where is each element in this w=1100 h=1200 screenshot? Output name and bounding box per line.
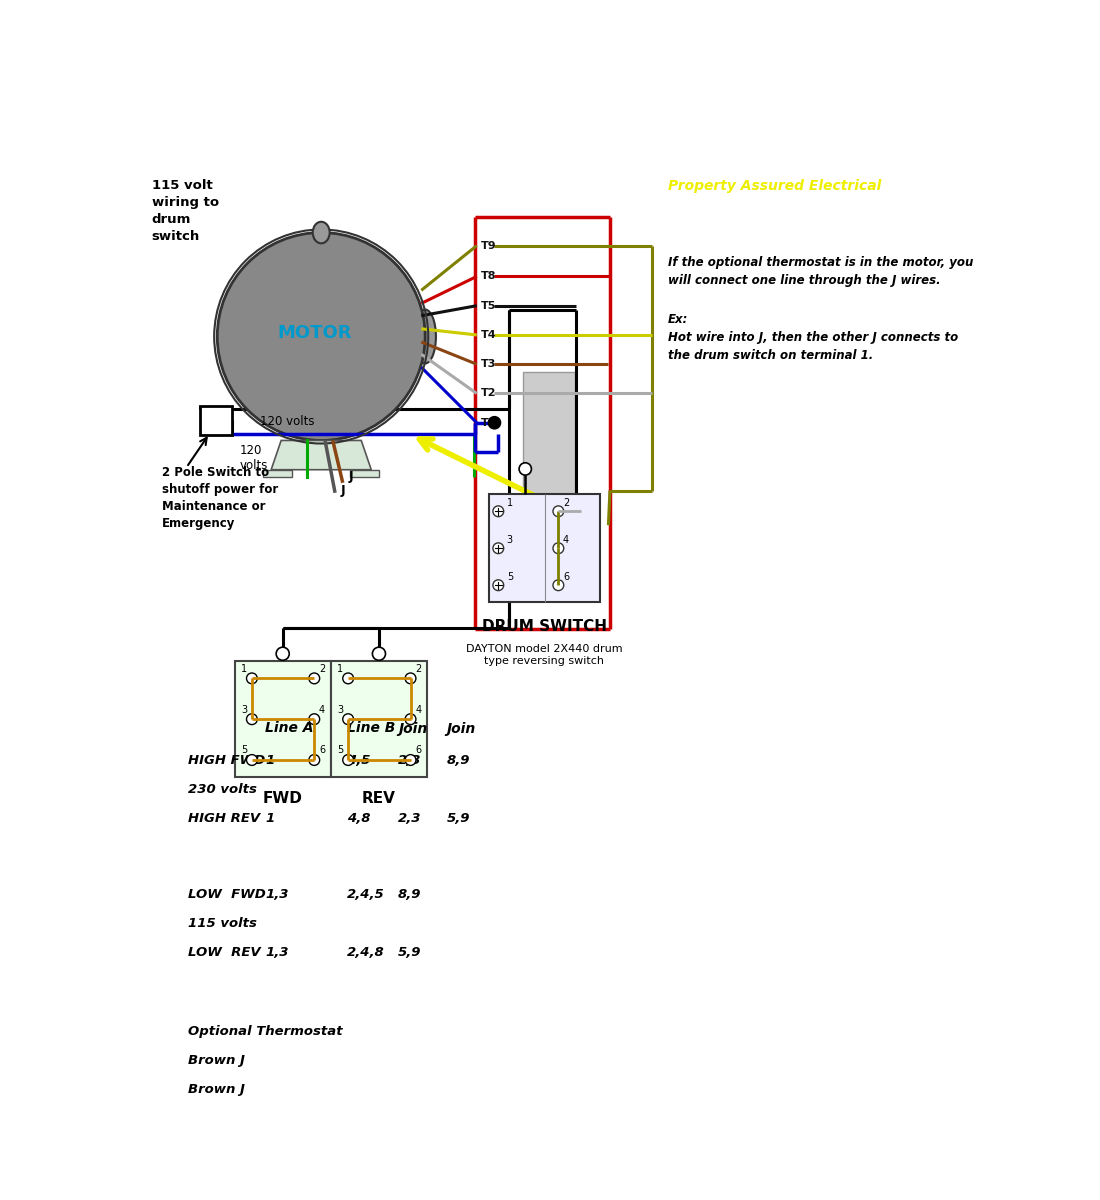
Text: Property Assured Electrical: Property Assured Electrical xyxy=(668,179,881,193)
Text: 230 volts: 230 volts xyxy=(188,784,257,796)
Circle shape xyxy=(553,580,563,590)
Text: 4: 4 xyxy=(415,704,421,714)
Text: J: J xyxy=(348,470,353,484)
Bar xyxy=(490,494,600,602)
Text: MOTOR: MOTOR xyxy=(278,324,352,342)
Text: 2: 2 xyxy=(563,498,569,509)
Text: 2,3: 2,3 xyxy=(398,754,421,767)
Circle shape xyxy=(493,542,504,553)
Ellipse shape xyxy=(218,233,425,440)
Text: LOW  REV: LOW REV xyxy=(188,947,261,959)
Circle shape xyxy=(246,673,257,684)
Text: Ex:
Hot wire into J, then the other J connects to
the drum switch on terminal 1.: Ex: Hot wire into J, then the other J co… xyxy=(668,313,958,362)
Circle shape xyxy=(276,647,289,660)
Ellipse shape xyxy=(415,310,436,364)
Text: 120
volts: 120 volts xyxy=(240,444,268,473)
Text: 1,3: 1,3 xyxy=(265,888,288,901)
Text: 4: 4 xyxy=(319,704,324,714)
Text: T5: T5 xyxy=(481,301,496,311)
Text: Line A: Line A xyxy=(265,721,313,736)
Text: 2: 2 xyxy=(319,664,326,673)
Circle shape xyxy=(246,755,257,766)
Polygon shape xyxy=(264,469,292,478)
Text: 5: 5 xyxy=(241,745,248,755)
Text: 115 volt
wiring to
drum
switch: 115 volt wiring to drum switch xyxy=(152,179,219,242)
Text: 1: 1 xyxy=(241,664,248,673)
Circle shape xyxy=(405,714,416,725)
Polygon shape xyxy=(271,440,372,469)
Text: 115 volts: 115 volts xyxy=(188,917,257,930)
Text: 6: 6 xyxy=(563,572,569,582)
Text: T1: T1 xyxy=(481,418,496,427)
Text: 5: 5 xyxy=(338,745,343,755)
Text: 120 volts: 120 volts xyxy=(260,415,315,428)
Circle shape xyxy=(405,755,416,766)
Text: 3: 3 xyxy=(338,704,343,714)
Circle shape xyxy=(343,714,353,725)
Text: 1,3: 1,3 xyxy=(265,947,288,959)
Circle shape xyxy=(553,506,563,517)
Circle shape xyxy=(519,463,531,475)
Circle shape xyxy=(405,673,416,684)
Text: 4: 4 xyxy=(563,535,569,545)
Text: 4,8: 4,8 xyxy=(346,812,370,826)
Text: 3: 3 xyxy=(241,704,248,714)
Text: 8,9: 8,9 xyxy=(398,888,421,901)
Circle shape xyxy=(309,714,320,725)
Text: Join: Join xyxy=(398,721,428,736)
Circle shape xyxy=(309,755,320,766)
Text: If the optional thermostat is in the motor, you
will connect one line through th: If the optional thermostat is in the mot… xyxy=(668,256,974,287)
Text: 3: 3 xyxy=(507,535,513,545)
Circle shape xyxy=(493,580,504,590)
Text: DRUM SWITCH: DRUM SWITCH xyxy=(482,619,607,634)
Polygon shape xyxy=(351,469,378,478)
Text: Join: Join xyxy=(447,721,476,736)
Text: Optional Thermostat: Optional Thermostat xyxy=(188,1025,342,1038)
Circle shape xyxy=(246,714,257,725)
Bar xyxy=(522,372,574,572)
Bar xyxy=(235,661,331,776)
Text: 5,9: 5,9 xyxy=(398,947,421,959)
Text: 2,4,8: 2,4,8 xyxy=(346,947,384,959)
Text: 8,9: 8,9 xyxy=(447,754,470,767)
Text: 6: 6 xyxy=(319,745,324,755)
Text: T3: T3 xyxy=(481,359,496,370)
Circle shape xyxy=(343,673,353,684)
Circle shape xyxy=(373,647,385,660)
Text: 2,4,5: 2,4,5 xyxy=(346,888,384,901)
Text: 5,9: 5,9 xyxy=(447,812,470,826)
Circle shape xyxy=(553,542,563,553)
Text: 6: 6 xyxy=(415,745,421,755)
Text: HIGH REV: HIGH REV xyxy=(188,812,260,826)
Text: T2: T2 xyxy=(481,389,496,398)
Text: LOW  FWD: LOW FWD xyxy=(188,888,266,901)
Text: Brown J: Brown J xyxy=(188,1054,245,1067)
Text: 4,5: 4,5 xyxy=(346,754,370,767)
Text: HIGH FWD: HIGH FWD xyxy=(188,754,265,767)
Circle shape xyxy=(488,416,501,428)
Circle shape xyxy=(493,506,504,517)
Text: FWD: FWD xyxy=(263,791,302,806)
Ellipse shape xyxy=(312,222,330,244)
Text: 2,3: 2,3 xyxy=(398,812,421,826)
Text: 2 Pole Switch to
shutoff power for
Maintenance or
Emergency: 2 Pole Switch to shutoff power for Maint… xyxy=(162,466,278,530)
Text: T8: T8 xyxy=(481,271,496,282)
Text: 1: 1 xyxy=(265,754,274,767)
Text: 2: 2 xyxy=(415,664,421,673)
Circle shape xyxy=(343,755,353,766)
Text: Brown J: Brown J xyxy=(188,1084,245,1097)
Text: T9: T9 xyxy=(481,241,496,251)
Bar xyxy=(199,406,232,436)
Text: 1: 1 xyxy=(265,812,274,826)
Text: DAYTON model 2X440 drum
type reversing switch: DAYTON model 2X440 drum type reversing s… xyxy=(466,644,623,666)
Text: T4: T4 xyxy=(481,330,496,340)
Circle shape xyxy=(309,673,320,684)
Text: Line B: Line B xyxy=(346,721,395,736)
Text: J: J xyxy=(341,485,345,497)
Bar xyxy=(331,661,428,776)
Text: 1: 1 xyxy=(507,498,513,509)
Text: 5: 5 xyxy=(507,572,513,582)
Text: REV: REV xyxy=(362,791,396,806)
Text: 1: 1 xyxy=(338,664,343,673)
